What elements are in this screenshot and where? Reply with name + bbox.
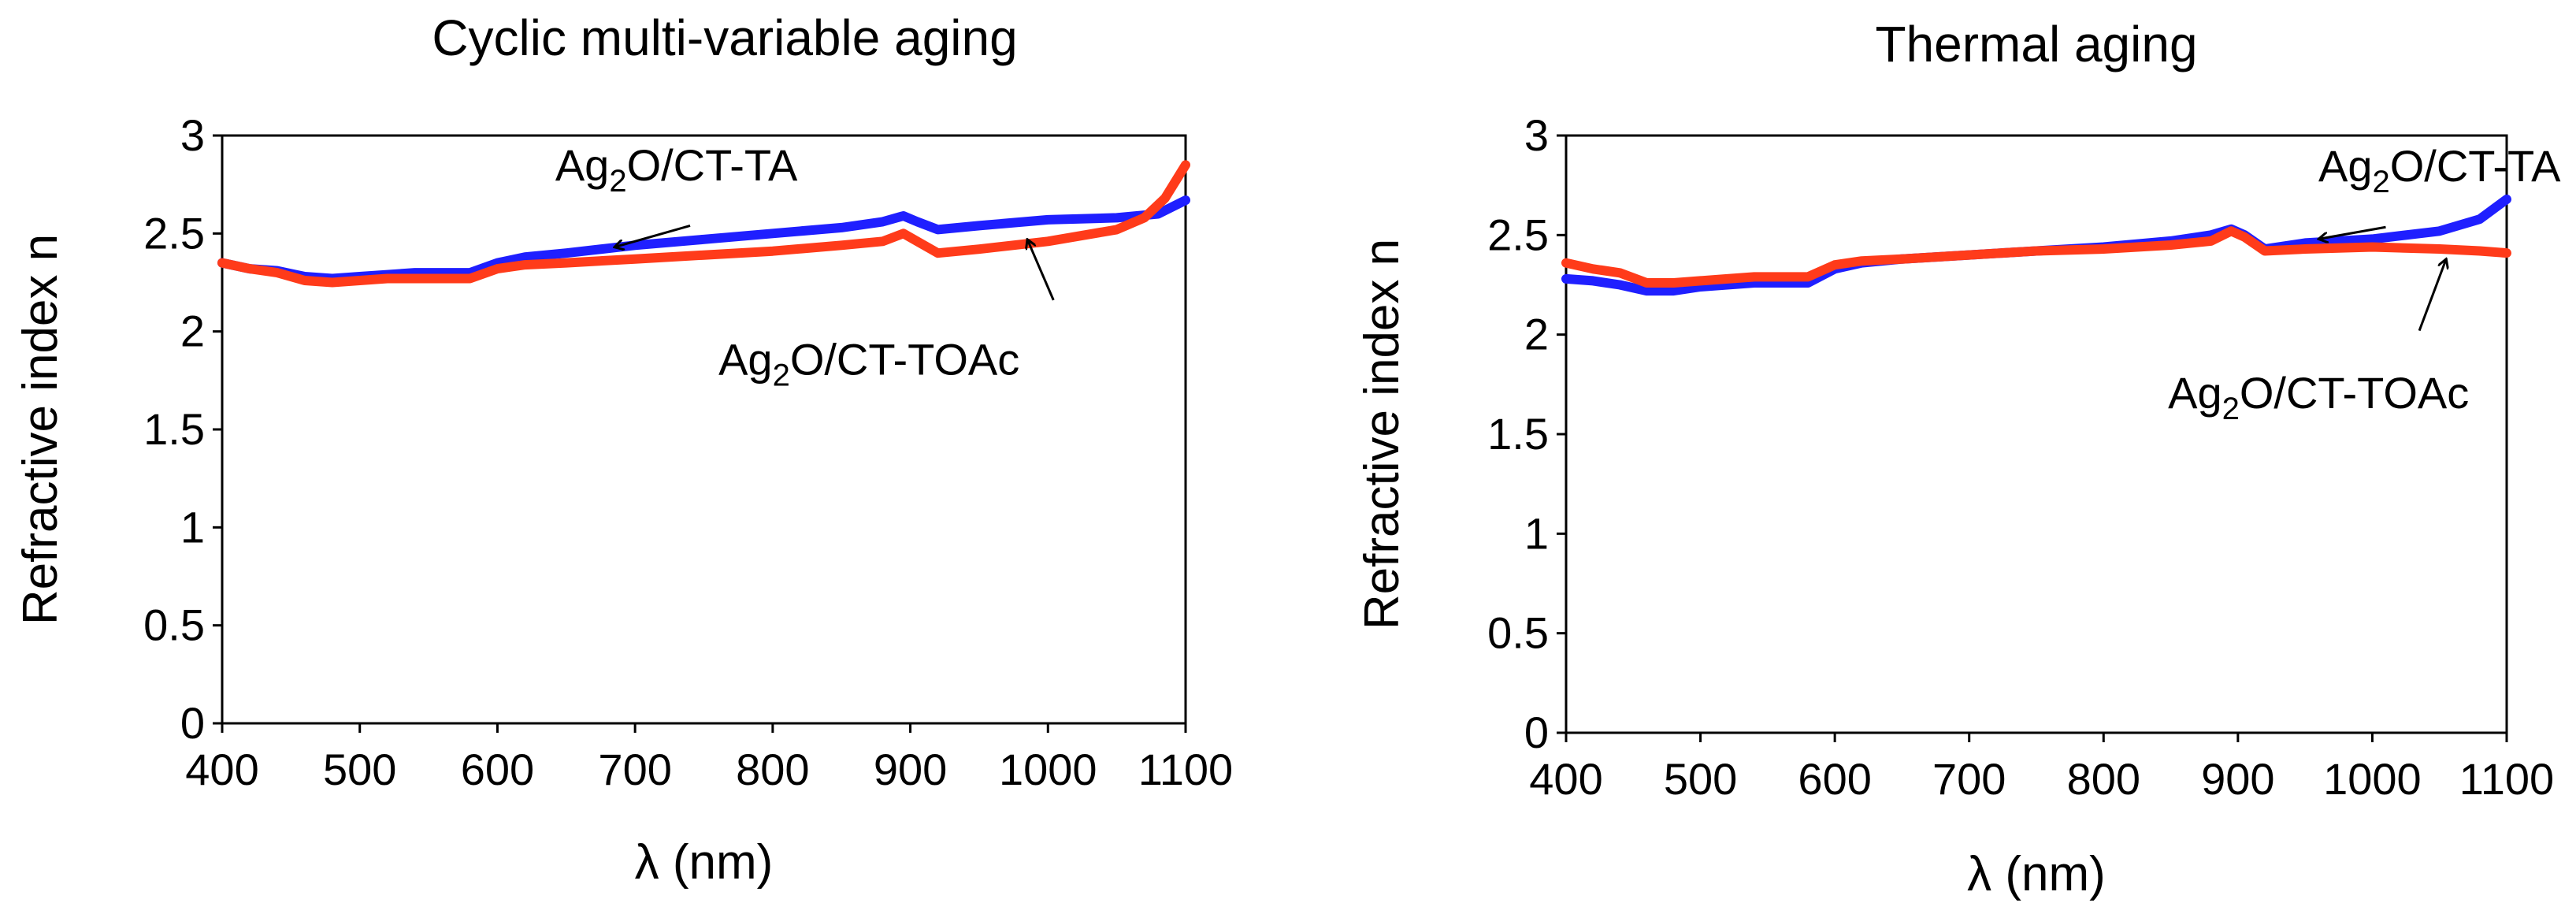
annotation-part: O/CT-TA	[627, 140, 798, 190]
annotation-part: Ag	[2318, 141, 2373, 191]
y-tick-label: 1.5	[1487, 409, 1549, 459]
y-tick-label: 3	[1524, 110, 1549, 160]
x-axis-label: λ (nm)	[1967, 847, 2106, 901]
y-tick-label: 2.5	[143, 208, 205, 258]
x-tick-label: 800	[736, 745, 809, 794]
series-line-ag2o-ct-toac	[1561, 226, 2511, 288]
x-tick-label: 900	[874, 745, 947, 794]
x-tick-label: 400	[1529, 754, 1602, 804]
x-tick-label: 500	[323, 745, 396, 794]
plot-frame	[1565, 134, 2508, 734]
y-tick-label: 2	[180, 307, 205, 356]
x-tick-label: 700	[1932, 754, 2006, 804]
annotation-arrow	[614, 224, 691, 247]
annotation-part: Ag	[2168, 368, 2222, 418]
annotation-subscript: 2	[773, 358, 790, 392]
chart-thermal-aging: Thermal aging 0 0.5 1 1.5 2 2.5 3 400 500 600 700 80…	[1355, 16, 2561, 901]
y-tick-label: 0.5	[143, 600, 205, 650]
y-tick-label: 2	[1524, 310, 1549, 359]
y-axis-label: Refractive index n	[1355, 239, 1409, 630]
annotation-subscript: 2	[2222, 392, 2240, 426]
annotation-subscript: 2	[2372, 165, 2389, 199]
x-tick-label: 400	[185, 745, 258, 794]
chart-cyclic-multi-variable-aging: Cyclic multi-variable aging 0 0.5 1 1.5 2 2.5 3…	[13, 9, 1233, 890]
x-axis-label: λ (nm)	[635, 835, 774, 890]
x-tick-label: 600	[1798, 754, 1871, 804]
chart-title: Cyclic multi-variable aging	[432, 9, 1017, 66]
x-tick-label: 900	[2201, 754, 2274, 804]
annotation-arrow	[2418, 259, 2446, 332]
annotation-part: O/CT-TA	[2390, 141, 2561, 191]
x-tick-label: 700	[598, 745, 671, 794]
y-tick-label: 0.5	[1487, 608, 1549, 658]
annotation-arrow	[1027, 240, 1055, 301]
y-tick-label: 3	[180, 110, 205, 160]
y-tick-label: 1	[1524, 508, 1549, 558]
series-annotation-label: Ag2O/CT-TOAc	[2168, 368, 2469, 426]
y-tick-label: 1.5	[143, 404, 205, 454]
chart-title: Thermal aging	[1875, 16, 2197, 72]
annotation-arrow	[2318, 225, 2386, 239]
y-tick-label: 0	[180, 698, 205, 748]
annotation-part: O/CT-TOAc	[790, 334, 1019, 384]
x-tick-label: 500	[1664, 754, 1737, 804]
x-tick-label: 1000	[999, 745, 1097, 794]
y-tick-label: 2.5	[1487, 210, 1549, 259]
series-annotation-label: Ag2O/CT-TA	[555, 140, 798, 199]
annotation-part: Ag	[718, 334, 773, 384]
annotation-part: Ag	[555, 140, 610, 190]
x-tick-label: 600	[461, 745, 534, 794]
x-tick-label: 800	[2067, 754, 2140, 804]
series-annotation-label: Ag2O/CT-TOAc	[718, 334, 1019, 392]
x-tick-label: 1000	[2323, 754, 2422, 804]
y-axis-label: Refractive index n	[13, 234, 68, 625]
x-tick-label: 1100	[1138, 745, 1233, 794]
annotation-subscript: 2	[609, 164, 626, 199]
x-tick-label: 1100	[2459, 754, 2554, 804]
y-tick-label: 0	[1524, 708, 1549, 757]
annotation-part: O/CT-TOAc	[2240, 368, 2469, 418]
series-annotation-label: Ag2O/CT-TA	[2318, 141, 2561, 199]
y-tick-label: 1	[180, 502, 205, 552]
